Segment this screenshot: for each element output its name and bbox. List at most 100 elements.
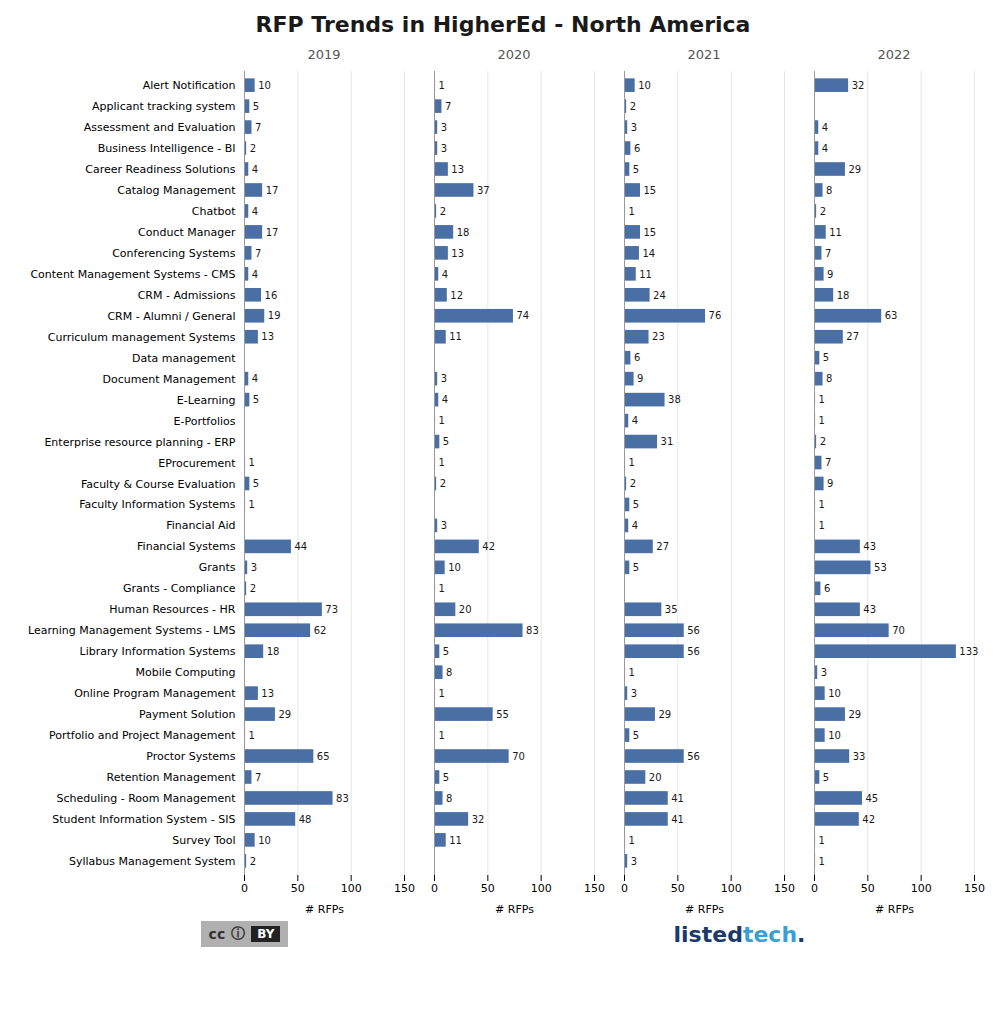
svg-text:0: 0	[811, 882, 818, 895]
svg-text:19: 19	[268, 310, 281, 321]
svg-text:1: 1	[629, 835, 635, 846]
svg-text:100: 100	[531, 882, 552, 895]
svg-text:150: 150	[584, 882, 605, 895]
svg-text:Portfolio and Project Manageme: Portfolio and Project Management	[49, 729, 236, 742]
svg-text:62: 62	[314, 625, 327, 636]
svg-text:6: 6	[634, 352, 640, 363]
svg-text:Grants - Compliance: Grants - Compliance	[123, 582, 236, 595]
svg-text:5: 5	[253, 478, 259, 489]
svg-text:50: 50	[481, 882, 495, 895]
svg-text:3: 3	[631, 688, 637, 699]
svg-text:4: 4	[442, 269, 448, 280]
svg-text:Library Information Systems: Library Information Systems	[80, 645, 236, 658]
svg-text:5: 5	[823, 352, 829, 363]
svg-text:38: 38	[668, 394, 681, 405]
svg-text:7: 7	[255, 772, 261, 783]
svg-text:33: 33	[853, 751, 866, 762]
svg-text:3: 3	[631, 122, 637, 133]
svg-text:Survey Tool: Survey Tool	[172, 834, 235, 847]
svg-text:Curriculum management Systems: Curriculum management Systems	[48, 331, 236, 344]
svg-text:Business Intelligence - BI: Business Intelligence - BI	[98, 142, 236, 155]
svg-text:Scheduling - Room Management: Scheduling - Room Management	[56, 792, 236, 805]
svg-text:Conferencing Systems: Conferencing Systems	[112, 247, 236, 260]
svg-text:10: 10	[448, 562, 461, 573]
svg-text:Payment Solution: Payment Solution	[139, 708, 235, 721]
svg-text:150: 150	[964, 882, 985, 895]
svg-text:55: 55	[496, 709, 509, 720]
svg-text:Career Readiness Solutions: Career Readiness Solutions	[85, 163, 235, 176]
svg-text:# RFPs: # RFPs	[305, 903, 344, 916]
svg-text:29: 29	[848, 164, 861, 175]
svg-text:50: 50	[671, 882, 685, 895]
svg-text:Conduct Manager: Conduct Manager	[138, 226, 236, 239]
svg-text:4: 4	[442, 394, 448, 405]
svg-text:11: 11	[449, 835, 462, 846]
svg-text:4: 4	[822, 122, 828, 133]
svg-text:10: 10	[638, 80, 651, 91]
svg-text:29: 29	[658, 709, 671, 720]
svg-text:65: 65	[317, 751, 330, 762]
svg-text:12: 12	[450, 289, 463, 300]
svg-text:1: 1	[629, 667, 635, 678]
svg-text:43: 43	[863, 541, 876, 552]
svg-text:1: 1	[819, 520, 825, 531]
svg-text:1: 1	[439, 688, 445, 699]
svg-text:3: 3	[631, 856, 637, 867]
svg-text:Proctor Systems: Proctor Systems	[146, 750, 236, 763]
svg-text:10: 10	[828, 688, 841, 699]
svg-text:31: 31	[661, 436, 674, 447]
svg-text:4: 4	[252, 164, 258, 175]
svg-text:8: 8	[446, 667, 452, 678]
svg-text:1: 1	[819, 835, 825, 846]
svg-text:23: 23	[652, 331, 665, 342]
svg-text:133: 133	[959, 646, 978, 657]
svg-text:3: 3	[441, 520, 447, 531]
svg-text:7: 7	[445, 101, 451, 112]
svg-text:3: 3	[441, 143, 447, 154]
svg-text:27: 27	[656, 541, 669, 552]
svg-text:CRM - Admissions: CRM - Admissions	[138, 289, 236, 302]
svg-text:70: 70	[892, 625, 905, 636]
svg-text:0: 0	[431, 882, 438, 895]
svg-text:3: 3	[441, 122, 447, 133]
svg-text:Faculty Information Systems: Faculty Information Systems	[79, 498, 236, 511]
svg-text:5: 5	[633, 562, 639, 573]
svg-text:9: 9	[827, 269, 833, 280]
svg-text:100: 100	[341, 882, 362, 895]
svg-text:18: 18	[267, 646, 280, 657]
svg-text:73: 73	[325, 604, 338, 615]
svg-text:27: 27	[846, 331, 859, 342]
svg-text:1: 1	[439, 415, 445, 426]
svg-text:1: 1	[439, 80, 445, 91]
svg-text:35: 35	[665, 604, 678, 615]
svg-text:50: 50	[291, 882, 305, 895]
svg-text:# RFPs: # RFPs	[495, 903, 534, 916]
svg-text:14: 14	[642, 248, 655, 259]
svg-text:2: 2	[440, 478, 446, 489]
svg-text:43: 43	[863, 604, 876, 615]
svg-text:1: 1	[249, 499, 255, 510]
svg-text:4: 4	[822, 143, 828, 154]
svg-text:8: 8	[446, 793, 452, 804]
svg-text:56: 56	[687, 646, 700, 657]
svg-text:76: 76	[709, 310, 722, 321]
svg-text:2: 2	[440, 206, 446, 217]
svg-text:48: 48	[299, 814, 312, 825]
svg-text:32: 32	[472, 814, 485, 825]
svg-text:5: 5	[253, 101, 259, 112]
svg-text:17: 17	[266, 185, 279, 196]
svg-text:44: 44	[294, 541, 307, 552]
svg-text:20: 20	[459, 604, 472, 615]
svg-text:E-Portfolios: E-Portfolios	[174, 415, 236, 428]
svg-text:53: 53	[874, 562, 887, 573]
svg-text:Financial Aid: Financial Aid	[166, 519, 235, 532]
svg-text:0: 0	[621, 882, 628, 895]
svg-text:Data management: Data management	[132, 352, 236, 365]
svg-text:83: 83	[526, 625, 539, 636]
svg-text:Catalog Management: Catalog Management	[117, 184, 236, 197]
svg-text:0: 0	[241, 882, 248, 895]
svg-text:11: 11	[639, 269, 652, 280]
svg-text:5: 5	[443, 646, 449, 657]
svg-text:Online Program Management: Online Program Management	[74, 687, 236, 700]
svg-text:Student Information System - S: Student Information System - SIS	[52, 813, 235, 826]
